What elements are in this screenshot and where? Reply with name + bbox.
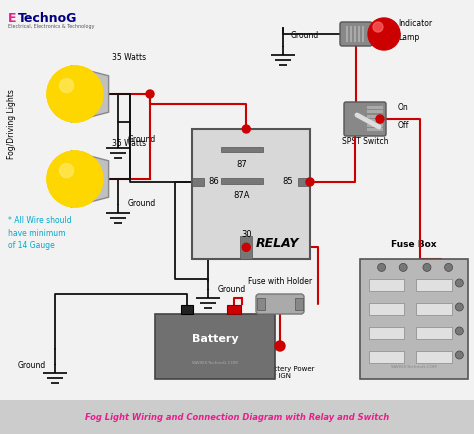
FancyBboxPatch shape (256, 294, 304, 314)
Bar (369, 279, 404, 291)
Text: TechnoG: TechnoG (18, 12, 77, 25)
Bar (367, 124, 383, 126)
Bar (240, 236, 252, 259)
Circle shape (373, 22, 383, 32)
Text: Ground: Ground (128, 200, 156, 208)
Text: 85: 85 (283, 177, 293, 186)
Circle shape (378, 263, 386, 271)
Text: WWW.ETechnoG.COM: WWW.ETechnoG.COM (391, 365, 438, 369)
Text: Ground: Ground (18, 362, 46, 371)
Bar (354, 26, 356, 42)
Text: 87: 87 (236, 160, 247, 169)
Bar (367, 119, 383, 122)
Bar (360, 259, 468, 379)
Text: Fog Light Wiring and Connection Diagram with Relay and Switch: Fog Light Wiring and Connection Diagram … (85, 412, 389, 421)
Bar (0, 400, 474, 434)
Circle shape (242, 243, 250, 251)
Text: From Battery Power
or IGN: From Battery Power or IGN (246, 366, 314, 379)
Text: 30: 30 (241, 230, 252, 240)
Bar (367, 110, 383, 113)
Polygon shape (71, 66, 109, 122)
Bar (350, 26, 352, 42)
Text: Lamp: Lamp (398, 33, 419, 43)
Polygon shape (71, 151, 109, 207)
Text: Ground: Ground (128, 135, 156, 144)
Bar (192, 178, 204, 186)
Bar (367, 128, 383, 131)
Text: Indicator: Indicator (398, 20, 432, 29)
Text: 35 Watts: 35 Watts (112, 139, 146, 148)
Text: WWW.ETechnoG.COM: WWW.ETechnoG.COM (191, 361, 238, 365)
Circle shape (456, 303, 464, 311)
Circle shape (47, 151, 103, 207)
Bar (362, 26, 364, 42)
Bar (221, 178, 263, 184)
Bar (227, 305, 241, 314)
Text: Ground: Ground (291, 32, 319, 40)
Bar (221, 147, 263, 152)
Bar (358, 26, 360, 42)
Bar (416, 352, 452, 363)
Circle shape (376, 115, 384, 123)
Bar (298, 178, 310, 186)
Circle shape (60, 79, 73, 92)
Bar (416, 327, 452, 339)
Text: SPST Switch: SPST Switch (342, 138, 388, 147)
Circle shape (242, 125, 250, 133)
Bar (369, 327, 404, 339)
Circle shape (275, 341, 285, 351)
Bar (416, 303, 452, 316)
Circle shape (368, 18, 400, 50)
Text: 87A: 87A (233, 191, 250, 201)
Circle shape (399, 263, 407, 271)
Text: Battery: Battery (191, 334, 238, 344)
Bar (369, 352, 404, 363)
Text: * All Wire should
have minimum
of 14 Gauge: * All Wire should have minimum of 14 Gau… (8, 216, 72, 250)
Bar (182, 305, 193, 314)
Bar (369, 303, 404, 316)
Text: Ground: Ground (218, 285, 246, 293)
Bar (295, 298, 303, 310)
Bar (416, 279, 452, 291)
Text: Off: Off (398, 122, 410, 131)
Text: E: E (8, 12, 17, 25)
Bar (346, 26, 348, 42)
Text: 35 Watts: 35 Watts (112, 53, 146, 62)
Text: On: On (398, 103, 409, 112)
Bar (367, 115, 383, 118)
Text: 86: 86 (209, 177, 219, 186)
Circle shape (456, 279, 464, 287)
Text: Fog/Driving Lights: Fog/Driving Lights (7, 89, 16, 159)
Circle shape (47, 66, 103, 122)
Circle shape (146, 90, 154, 98)
Circle shape (306, 178, 314, 186)
FancyBboxPatch shape (340, 22, 372, 46)
Bar (155, 314, 275, 379)
Bar (257, 298, 265, 310)
FancyBboxPatch shape (344, 102, 386, 136)
Circle shape (47, 151, 103, 207)
Bar (192, 129, 310, 259)
Circle shape (456, 327, 464, 335)
Circle shape (445, 263, 453, 271)
Circle shape (47, 66, 103, 122)
Bar (367, 105, 383, 108)
Text: Fuse with Holder: Fuse with Holder (248, 277, 312, 286)
Circle shape (456, 351, 464, 359)
Text: RELAY: RELAY (255, 237, 299, 250)
Circle shape (60, 164, 73, 178)
Text: Fuse Box: Fuse Box (391, 240, 437, 249)
Text: Electrical, Electronics & Technology: Electrical, Electronics & Technology (8, 24, 94, 29)
Circle shape (423, 263, 431, 271)
